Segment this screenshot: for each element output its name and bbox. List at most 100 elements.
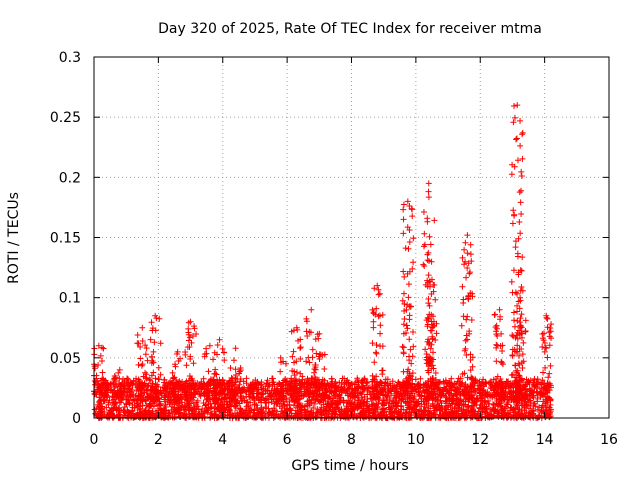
data-point (354, 378, 361, 385)
data-point (328, 375, 335, 382)
data-point (517, 199, 524, 206)
data-point (223, 399, 230, 406)
data-point (227, 407, 234, 414)
data-point (540, 398, 547, 405)
data-point (341, 387, 348, 394)
data-point (512, 412, 519, 419)
data-point (537, 389, 544, 396)
data-point (478, 392, 485, 399)
data-point (478, 381, 485, 388)
data-point (400, 330, 407, 337)
data-point (140, 382, 147, 389)
data-point (297, 336, 304, 343)
data-point (433, 330, 440, 337)
data-point (321, 394, 328, 401)
data-point (139, 381, 146, 388)
data-point (174, 394, 181, 401)
data-point (198, 380, 205, 387)
data-point (332, 411, 339, 418)
data-point (487, 411, 494, 418)
data-point (509, 220, 516, 227)
data-point (377, 343, 384, 350)
data-point (420, 243, 427, 250)
data-point (365, 405, 372, 412)
data-point-peak (152, 312, 159, 319)
data-point (209, 376, 216, 383)
data-point (400, 230, 407, 237)
data-point (220, 349, 227, 356)
x-tick-label: 8 (347, 432, 356, 448)
data-point (511, 211, 518, 218)
data-point (544, 324, 551, 331)
data-point (193, 406, 200, 413)
data-point (111, 375, 118, 382)
data-point (466, 270, 473, 277)
data-point (400, 350, 407, 357)
data-point (417, 407, 424, 414)
data-point (477, 390, 484, 397)
data-point (99, 369, 106, 376)
data-point (131, 397, 138, 404)
data-point (247, 381, 254, 388)
data-point (529, 393, 536, 400)
data-point (429, 362, 436, 369)
data-point (545, 374, 552, 381)
data-point (547, 325, 554, 332)
data-point (406, 227, 413, 234)
data-point (318, 396, 325, 403)
data-point (303, 328, 310, 335)
data-point (212, 389, 219, 396)
data-point (194, 397, 201, 404)
data-point (453, 410, 460, 417)
data-point (94, 378, 101, 385)
data-point (213, 383, 220, 390)
data-point (512, 389, 519, 396)
data-point (329, 402, 336, 409)
data-point (517, 287, 524, 294)
data-point (355, 397, 362, 404)
data-point (187, 356, 194, 363)
data-point (410, 259, 417, 266)
data-point (112, 374, 119, 381)
data-point (99, 375, 106, 382)
data-point (157, 371, 164, 378)
data-point-peak (517, 315, 524, 322)
data-point-peak (496, 306, 503, 313)
data-point (516, 219, 523, 226)
data-point (400, 201, 407, 208)
data-point (207, 414, 214, 421)
data-point (139, 337, 146, 344)
data-point (510, 267, 517, 274)
data-point (401, 273, 408, 280)
data-point (290, 348, 297, 355)
data-point (126, 400, 133, 407)
data-point (544, 354, 551, 361)
data-point (548, 335, 555, 342)
data-point (265, 405, 272, 412)
data-point (344, 399, 351, 406)
data-point (401, 290, 408, 297)
data-point (427, 345, 434, 352)
data-point (220, 396, 227, 403)
data-point (428, 258, 435, 265)
data-point (306, 359, 313, 366)
data-point (348, 400, 355, 407)
data-point (513, 348, 520, 355)
data-point (161, 393, 168, 400)
data-point (344, 377, 351, 384)
data-point (468, 316, 475, 323)
data-point (297, 344, 304, 351)
data-point (374, 409, 381, 416)
data-point (432, 370, 439, 377)
data-point (303, 318, 310, 325)
data-point (390, 398, 397, 405)
data-point (442, 377, 449, 384)
data-point (470, 406, 477, 413)
data-point (91, 406, 98, 413)
data-point (511, 323, 518, 330)
data-point (221, 357, 228, 364)
data-point (282, 376, 289, 383)
data-point (314, 406, 321, 413)
data-point (371, 388, 378, 395)
data-point (425, 300, 432, 307)
